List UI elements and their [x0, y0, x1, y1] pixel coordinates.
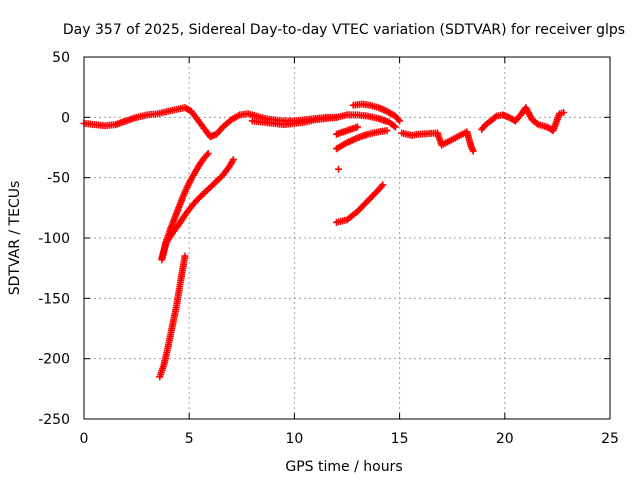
y-tick-label: -250: [38, 412, 70, 428]
x-tick-label: 15: [391, 431, 409, 447]
data-point: [204, 150, 212, 158]
series-track-j: [156, 252, 189, 381]
y-axis-label: SDTVAR / TECUs: [7, 181, 23, 296]
data-point: [469, 147, 477, 155]
y-tick-label: -200: [38, 352, 70, 368]
x-tick-label: 0: [80, 431, 89, 447]
y-tick-label: -150: [38, 291, 70, 307]
series-track-d: [332, 127, 391, 153]
series-track-g: [332, 181, 387, 226]
series-track-i: [158, 150, 212, 264]
series-track-k: [398, 128, 477, 155]
data-point: [383, 127, 391, 135]
series-track-l: [478, 104, 568, 135]
data-point: [491, 113, 499, 121]
series-track-f: [335, 165, 343, 173]
chart-title: Day 357 of 2025, Sidereal Day-to-day VTE…: [63, 22, 625, 38]
y-tick-label: 0: [61, 110, 70, 126]
data-point: [354, 123, 362, 131]
series-track-a: [80, 104, 340, 141]
data-point: [396, 117, 404, 125]
data-point: [335, 165, 343, 173]
y-tick-label: -50: [47, 171, 70, 187]
x-tick-label: 25: [601, 431, 619, 447]
x-axis-label: GPS time / hours: [285, 459, 402, 475]
x-tick-label: 5: [185, 431, 194, 447]
data-point: [560, 109, 568, 117]
axis-ticks: 0 5 10 15 20 25 50 0 -50 -100 -150 -200 -250: [38, 50, 619, 447]
data-point: [181, 252, 189, 260]
y-tick-label: 50: [52, 50, 70, 66]
data-point: [229, 156, 237, 164]
series-track-e: [332, 123, 362, 138]
x-tick-label: 20: [496, 431, 514, 447]
data-series: [80, 100, 568, 381]
x-tick-label: 10: [285, 431, 303, 447]
series-track-c: [349, 100, 404, 125]
series-track-b: [248, 111, 399, 131]
data-point: [391, 123, 399, 131]
y-tick-label: -100: [38, 231, 70, 247]
data-point: [379, 181, 387, 189]
series-track-h: [158, 156, 237, 263]
